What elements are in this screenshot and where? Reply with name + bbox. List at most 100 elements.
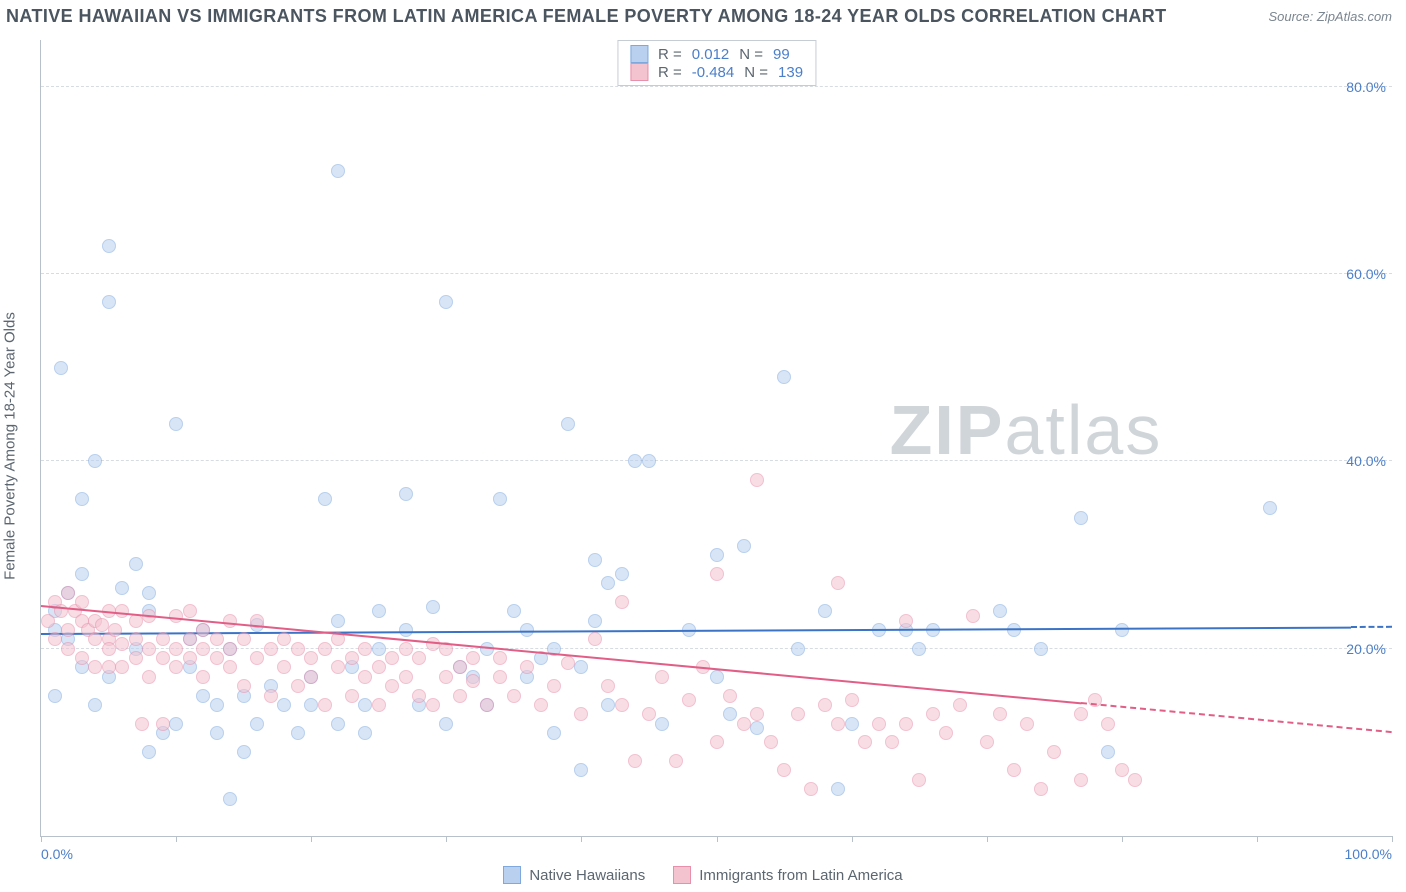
x-tick — [852, 836, 853, 842]
data-point — [372, 604, 386, 618]
data-point — [737, 717, 751, 731]
data-point — [88, 632, 102, 646]
data-point — [791, 642, 805, 656]
data-point — [108, 623, 122, 637]
data-point — [493, 670, 507, 684]
data-point — [453, 660, 467, 674]
data-point — [1101, 717, 1115, 731]
data-point — [183, 651, 197, 665]
data-point — [237, 632, 251, 646]
data-point — [723, 707, 737, 721]
data-point — [831, 576, 845, 590]
x-tick-label: 100.0% — [1345, 846, 1392, 862]
data-point — [1101, 745, 1115, 759]
stats-row-series-0: R = 0.012 N = 99 — [630, 45, 803, 63]
data-point — [439, 670, 453, 684]
data-point — [777, 763, 791, 777]
trend-line — [1081, 702, 1392, 733]
data-point — [561, 417, 575, 431]
data-point — [493, 651, 507, 665]
data-point — [345, 651, 359, 665]
data-point — [331, 717, 345, 731]
data-point — [61, 586, 75, 600]
data-point — [331, 614, 345, 628]
data-point — [439, 295, 453, 309]
data-point — [493, 492, 507, 506]
data-point — [372, 698, 386, 712]
data-point — [75, 651, 89, 665]
x-tick — [1257, 836, 1258, 842]
data-point — [710, 670, 724, 684]
data-point — [88, 454, 102, 468]
data-point — [520, 660, 534, 674]
data-point — [1074, 707, 1088, 721]
data-point — [480, 698, 494, 712]
data-point — [804, 782, 818, 796]
x-tick — [717, 836, 718, 842]
chart-area: 20.0%40.0%60.0%80.0% 0.0%100.0% ZIPatlas… — [40, 40, 1392, 837]
data-point — [304, 698, 318, 712]
data-point — [210, 651, 224, 665]
data-point — [129, 557, 143, 571]
data-point — [710, 567, 724, 581]
data-point — [358, 726, 372, 740]
data-point — [129, 632, 143, 646]
data-point — [48, 632, 62, 646]
data-point — [115, 637, 129, 651]
data-point — [561, 656, 575, 670]
data-point — [845, 717, 859, 731]
data-point — [399, 642, 413, 656]
data-point — [601, 679, 615, 693]
legend-label-series-1: Immigrants from Latin America — [699, 867, 902, 884]
swatch-series-0-icon — [503, 866, 521, 884]
data-point — [129, 651, 143, 665]
data-point — [196, 623, 210, 637]
data-point — [237, 745, 251, 759]
data-point — [169, 717, 183, 731]
data-point — [507, 689, 521, 703]
data-point — [980, 735, 994, 749]
data-point — [291, 642, 305, 656]
data-point — [358, 698, 372, 712]
data-point — [655, 670, 669, 684]
data-point — [1074, 773, 1088, 787]
data-point — [142, 586, 156, 600]
data-point — [102, 642, 116, 656]
data-point — [547, 679, 561, 693]
data-point — [358, 642, 372, 656]
data-point — [966, 609, 980, 623]
data-point — [75, 595, 89, 609]
data-point — [588, 553, 602, 567]
data-point — [412, 689, 426, 703]
data-point — [304, 670, 318, 684]
source-label: Source: ZipAtlas.com — [1268, 9, 1392, 24]
data-point — [304, 651, 318, 665]
data-point — [912, 642, 926, 656]
data-point — [210, 698, 224, 712]
data-point — [48, 689, 62, 703]
data-point — [264, 642, 278, 656]
data-point — [223, 642, 237, 656]
x-tick — [311, 836, 312, 842]
data-point — [642, 707, 656, 721]
data-point — [466, 651, 480, 665]
data-point — [939, 726, 953, 740]
legend-item-series-1: Immigrants from Latin America — [673, 866, 902, 884]
data-point — [899, 614, 913, 628]
data-point — [399, 670, 413, 684]
data-point — [831, 782, 845, 796]
data-point — [210, 632, 224, 646]
data-point — [41, 614, 55, 628]
data-point — [615, 698, 629, 712]
data-point — [642, 454, 656, 468]
data-point — [845, 693, 859, 707]
data-point — [601, 576, 615, 590]
data-point — [818, 698, 832, 712]
data-point — [1115, 623, 1129, 637]
page-title: NATIVE HAWAIIAN VS IMMIGRANTS FROM LATIN… — [6, 6, 1167, 27]
x-tick — [446, 836, 447, 842]
data-point — [1074, 511, 1088, 525]
data-point — [710, 735, 724, 749]
data-point — [426, 600, 440, 614]
data-point — [669, 754, 683, 768]
